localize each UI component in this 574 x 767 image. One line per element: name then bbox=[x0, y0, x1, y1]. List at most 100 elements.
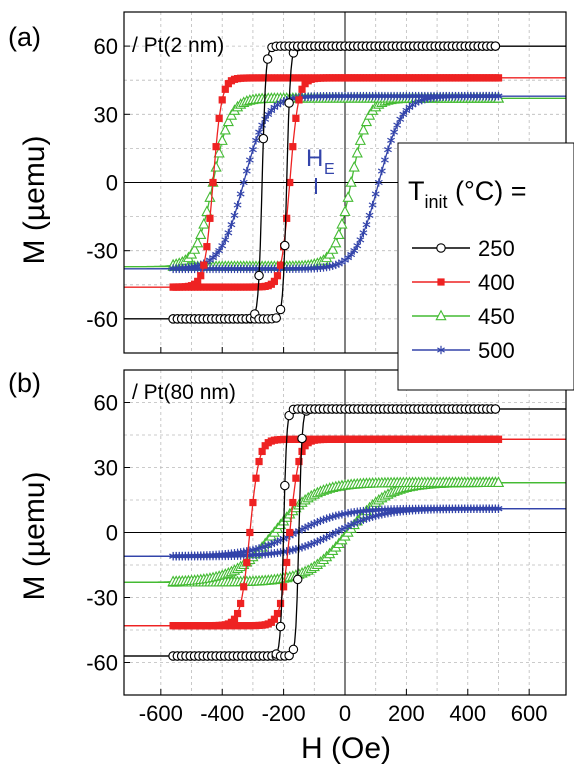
exchange-bias-annotation: H E bbox=[306, 145, 335, 194]
data-point bbox=[261, 550, 270, 559]
legend-label: 450 bbox=[478, 304, 515, 329]
data-point bbox=[255, 127, 263, 137]
data-point bbox=[298, 85, 306, 93]
data-point bbox=[227, 220, 236, 229]
data-point bbox=[289, 498, 297, 507]
data-point bbox=[218, 241, 227, 250]
data-point bbox=[271, 313, 281, 323]
data-point bbox=[245, 264, 254, 274]
x-tick-label: 400 bbox=[449, 701, 486, 726]
data-point bbox=[393, 120, 402, 130]
data-point bbox=[473, 91, 481, 101]
data-point bbox=[402, 106, 411, 115]
data-point bbox=[224, 228, 233, 238]
legend-label: 250 bbox=[478, 236, 515, 261]
data-point bbox=[252, 474, 260, 482]
data-point bbox=[494, 435, 503, 443]
data-point bbox=[215, 114, 223, 122]
data-point bbox=[339, 205, 351, 217]
data-point bbox=[476, 91, 484, 101]
xlabel: H (Oe) bbox=[301, 732, 391, 765]
data-point bbox=[377, 166, 386, 176]
data-point bbox=[267, 106, 276, 115]
data-point bbox=[275, 304, 286, 315]
legend-title: Tinit (°C) = bbox=[408, 176, 527, 212]
data-point bbox=[331, 91, 340, 101]
y-tick-label: 0 bbox=[106, 171, 118, 196]
legend-entry-450: 450 bbox=[412, 304, 515, 329]
legend-label: 400 bbox=[478, 270, 515, 295]
panel-b-label: (b) bbox=[8, 368, 41, 398]
data-point bbox=[218, 264, 227, 274]
panel-b: -60 -30 0 30 60 -600 -400 -200 0 200 400 600 bbox=[86, 369, 567, 726]
data-point bbox=[377, 91, 386, 101]
data-point bbox=[210, 160, 222, 172]
data-point bbox=[280, 480, 290, 491]
data-point bbox=[204, 191, 216, 202]
data-point bbox=[336, 217, 348, 229]
data-point bbox=[390, 91, 399, 101]
data-point bbox=[286, 528, 294, 537]
data-point bbox=[261, 264, 270, 274]
y-tick-label: 30 bbox=[94, 102, 118, 127]
data-point bbox=[209, 264, 217, 274]
data-point bbox=[276, 261, 285, 269]
data-point bbox=[258, 133, 269, 144]
data-point bbox=[280, 583, 288, 591]
data-point bbox=[356, 91, 365, 101]
y-tick-label: 60 bbox=[94, 391, 118, 416]
data-point bbox=[466, 91, 475, 101]
data-point bbox=[485, 91, 494, 101]
y-tick-label: -30 bbox=[86, 239, 118, 264]
data-point bbox=[242, 264, 251, 274]
series-group bbox=[124, 41, 566, 324]
data-point bbox=[384, 145, 392, 154]
data-point bbox=[212, 264, 221, 274]
data-point bbox=[233, 200, 242, 210]
data-point bbox=[356, 507, 365, 516]
data-point bbox=[270, 103, 279, 112]
data-point bbox=[353, 91, 362, 101]
x-tick-label: 600 bbox=[511, 701, 548, 726]
data-point bbox=[351, 146, 363, 158]
data-point bbox=[192, 236, 204, 248]
data-point bbox=[252, 136, 260, 145]
data-point bbox=[245, 155, 254, 165]
legend-marker bbox=[437, 278, 445, 286]
data-point bbox=[333, 228, 345, 240]
legend-title-sub: init bbox=[425, 192, 448, 212]
data-point bbox=[488, 91, 497, 101]
data-point bbox=[270, 277, 279, 285]
data-point bbox=[270, 264, 279, 274]
legend-box bbox=[397, 142, 574, 391]
data-point bbox=[284, 98, 294, 108]
data-point bbox=[224, 264, 233, 274]
y-tick-label: 60 bbox=[94, 34, 118, 59]
data-point bbox=[348, 160, 360, 172]
data-point bbox=[354, 134, 366, 145]
data-point bbox=[252, 264, 260, 274]
data-point bbox=[359, 228, 368, 238]
data-point bbox=[273, 609, 282, 618]
data-point bbox=[479, 91, 488, 101]
data-point bbox=[222, 115, 234, 127]
data-point bbox=[374, 178, 383, 187]
data-point bbox=[267, 264, 276, 274]
data-point bbox=[248, 264, 257, 274]
data-point bbox=[325, 92, 334, 101]
series-250 bbox=[124, 404, 566, 661]
data-point bbox=[215, 264, 224, 274]
panel-a-label: (a) bbox=[8, 22, 41, 52]
data-point bbox=[195, 228, 207, 240]
data-point bbox=[297, 433, 307, 444]
data-point bbox=[240, 583, 248, 591]
data-point bbox=[362, 91, 371, 101]
data-point bbox=[188, 243, 201, 254]
legend-marker bbox=[437, 345, 445, 355]
series-400 bbox=[124, 435, 566, 630]
series-500 bbox=[124, 91, 566, 274]
data-point bbox=[334, 91, 343, 101]
data-point bbox=[494, 91, 503, 101]
legend-title-main: T bbox=[408, 176, 425, 206]
data-point bbox=[233, 264, 242, 274]
